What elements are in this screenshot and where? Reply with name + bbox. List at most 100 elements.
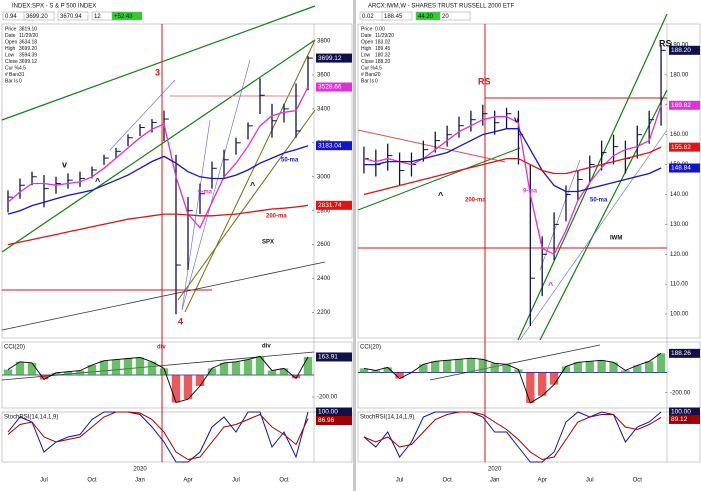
annotation: div — [157, 345, 166, 351]
info-key: High — [361, 46, 372, 52]
cci-bar — [597, 360, 606, 373]
x-tick-label: Oct — [87, 478, 97, 484]
cci-bar — [63, 371, 73, 375]
value-flag — [316, 407, 352, 417]
series-label: 200-ma — [465, 198, 486, 204]
annotation: IWM — [610, 236, 622, 242]
toolbar-box — [439, 11, 471, 21]
info-value: 20 — [375, 72, 381, 78]
annotation: ^ — [438, 190, 444, 200]
annotation: ^ — [95, 176, 101, 186]
value-flag — [669, 348, 700, 358]
toolbar-box — [57, 11, 89, 21]
value-flag — [669, 414, 700, 424]
trendline — [1, 5, 316, 121]
info-value: 0 — [375, 78, 378, 84]
value-flag — [669, 100, 700, 110]
value-flag-label: 86.96 — [318, 417, 335, 424]
cci-bar — [395, 372, 404, 379]
cci-bar — [267, 370, 277, 375]
cci-bar — [561, 366, 571, 373]
cci-bar — [454, 359, 464, 373]
y-tick-label: 180.00 — [670, 72, 689, 78]
info-value: 4.5 — [375, 65, 382, 71]
cci-bar — [159, 368, 169, 375]
x-tick-label: Jan — [490, 478, 500, 484]
y-tick-label: 2600 — [317, 242, 331, 248]
value-flag — [316, 141, 352, 151]
annotation: ^ — [548, 280, 554, 290]
y-tick-label: 190.00 — [670, 43, 689, 49]
annotation: RS — [478, 76, 491, 86]
value-flag — [669, 163, 700, 173]
y-tick-label: 100.00 — [670, 312, 689, 318]
info-key: Price — [5, 26, 17, 32]
trendline — [539, 89, 668, 341]
info-key: Cur % — [361, 65, 375, 71]
value-flag-label: 188.20 — [671, 47, 691, 54]
moving-average — [363, 128, 662, 193]
x-tick-label: Apr — [538, 478, 547, 484]
cci-bar — [609, 362, 618, 373]
toolbar-text: 0.94 — [5, 14, 17, 20]
toolbar-text: 12 — [94, 14, 101, 20]
cci-title: CCI(20) — [4, 345, 25, 351]
cci-bar — [243, 359, 253, 375]
cci-bar — [526, 372, 535, 403]
toolbar-text: 20 — [442, 14, 449, 20]
value-flag-label: 89.12 — [671, 416, 688, 423]
cci-bar — [466, 358, 476, 373]
cci-bar — [383, 367, 392, 373]
cci-bar — [135, 357, 145, 375]
moving-average — [7, 145, 309, 215]
stochrsi-title: StochRSI(14,14,1,9) — [4, 415, 58, 421]
info-value: 3699.12 — [19, 59, 37, 65]
panel-frame — [357, 23, 701, 339]
trendline — [1, 261, 326, 331]
info-value: 0.00 — [375, 26, 385, 32]
info-value: 189.45 — [375, 46, 391, 52]
info-value: 3634.18 — [19, 39, 37, 45]
value-flag-label: 3183.04 — [318, 142, 342, 149]
stochrsi-line — [363, 411, 662, 461]
annotation: 3 — [155, 67, 160, 77]
value-flag — [316, 416, 352, 426]
value-flag-label: 100.00 — [318, 409, 338, 416]
x-tick-label: Jan — [135, 478, 145, 484]
value-flag — [669, 142, 700, 152]
value-flag-label: 100.00 — [671, 409, 691, 416]
cci-bar — [585, 361, 594, 373]
value-flag-label: 3528.66 — [318, 84, 342, 91]
series-label: 200-ma — [266, 214, 287, 220]
y-tick-label: 3000 — [317, 174, 331, 180]
value-flag — [316, 352, 352, 362]
cci-line — [363, 352, 662, 404]
toolbar-text: 0.02 — [362, 14, 374, 20]
annotation: div — [262, 344, 271, 350]
cci-bar — [621, 370, 630, 373]
cci-bar — [183, 375, 193, 400]
cci-bar — [75, 370, 85, 375]
cci-bar — [87, 365, 97, 375]
cci-bar — [195, 375, 205, 386]
info-key: Date — [5, 33, 16, 39]
cci-bar — [514, 369, 523, 373]
cci-bar — [478, 359, 487, 373]
cci-bar — [123, 358, 133, 375]
cci-bar — [538, 372, 547, 396]
trendline — [539, 159, 581, 271]
y-tick-label: 3400 — [317, 106, 331, 112]
cci-bar — [111, 359, 121, 375]
y-tick-label: 2400 — [317, 276, 331, 282]
info-key: Open — [5, 39, 17, 45]
info-key: Date — [361, 33, 372, 39]
x-tick-label: Jul — [586, 478, 594, 484]
value-flag-label: 3699.12 — [318, 55, 342, 62]
y-tick-label: 2200 — [317, 310, 331, 316]
cci-bar — [99, 360, 109, 375]
panel-frame — [1, 23, 353, 339]
trendline — [177, 109, 316, 301]
info-key: Cur % — [5, 65, 19, 71]
trendline — [357, 147, 521, 211]
